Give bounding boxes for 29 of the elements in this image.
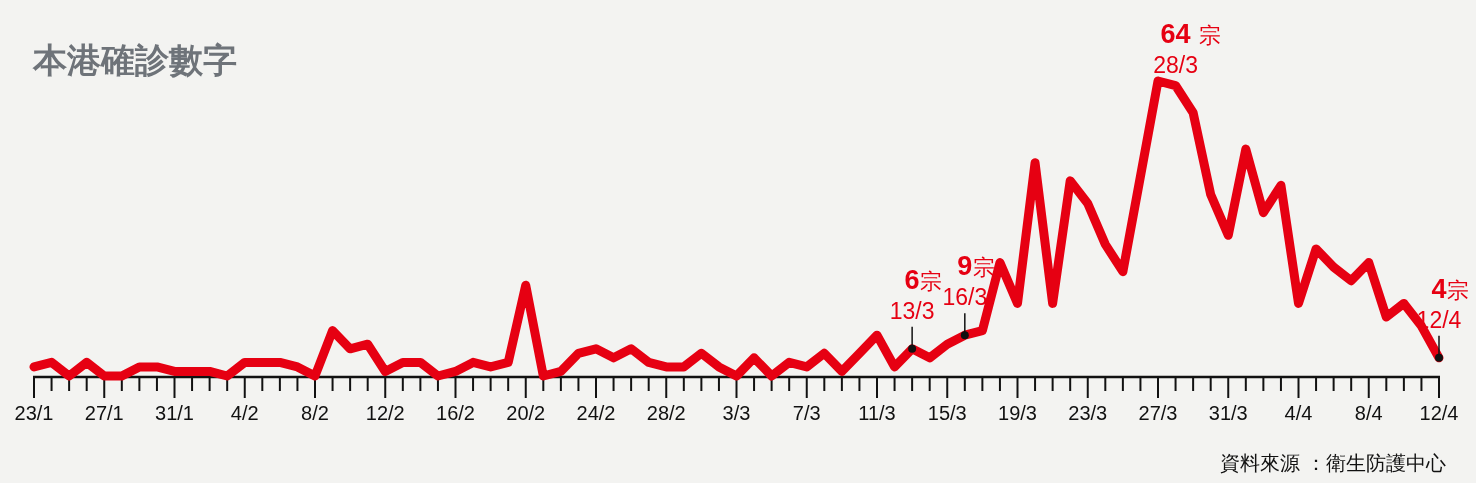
x-tick-label: 27/3 [1138,402,1178,424]
annotation: 13/3 [889,297,935,324]
annotation: 16/3 [942,284,988,311]
data-label: 4宗 [1431,273,1470,304]
x-tick-label: 4/4 [1284,402,1313,424]
x-tick-label: 31/3 [1208,402,1248,424]
data-label: 9宗 [957,251,995,282]
source-note: 資料來源 ：衛生防護中心 [1219,451,1446,475]
x-tick-label: 23/3 [1068,402,1108,424]
x-tick-label: 7/3 [792,402,821,424]
x-tick-label: 3/3 [722,402,751,424]
x-tick-label: 8/2 [301,402,329,424]
x-tick-label: 12/2 [365,402,405,424]
annotation: 28/3 [1153,51,1198,78]
x-tick-label: 31/1 [155,402,194,424]
x-tick-label: 19/3 [998,402,1037,424]
x-tick-label: 24/2 [576,402,616,424]
x-tick-label: 4/2 [230,402,259,424]
x-tick-label: 23/1 [14,402,54,424]
x-tick-label: 16/2 [436,402,475,424]
x-tick-label: 11/3 [858,402,896,424]
x-tick-label: 15/3 [927,402,967,424]
x-tick-label: 8/4 [1354,402,1383,424]
x-tick-label: 20/2 [506,402,546,424]
x-tick-label: 27/1 [84,402,124,424]
x-tick-label: 12/4 [1419,402,1459,424]
chart-title: 本港確診數字 [32,40,237,80]
data-label: 6宗 [904,264,943,295]
x-tick-label: 28/2 [646,402,686,424]
